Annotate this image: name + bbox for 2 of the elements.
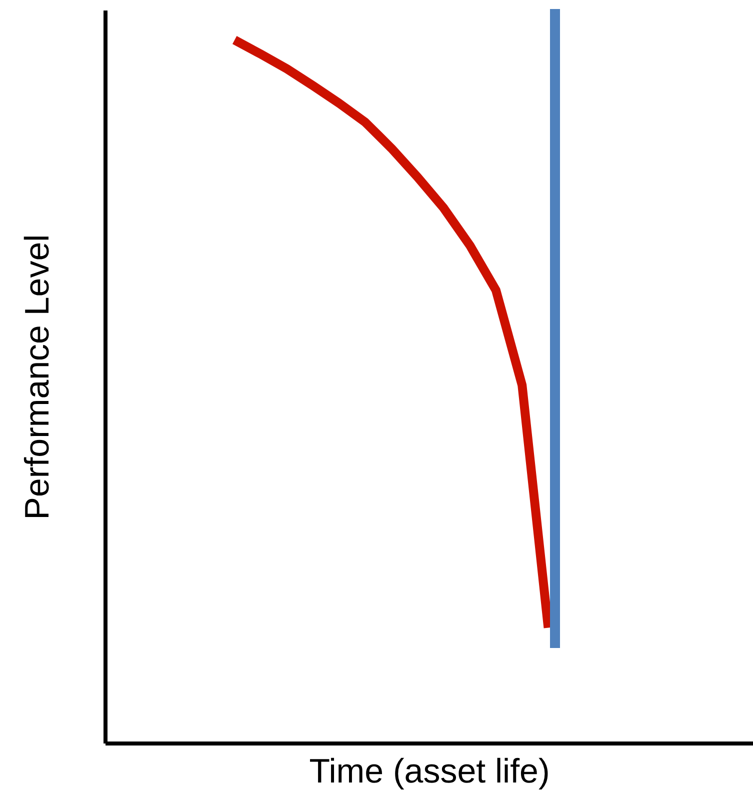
x-axis-title: Time (asset life) — [309, 752, 550, 790]
y-axis-title: Performance Level — [18, 234, 56, 520]
